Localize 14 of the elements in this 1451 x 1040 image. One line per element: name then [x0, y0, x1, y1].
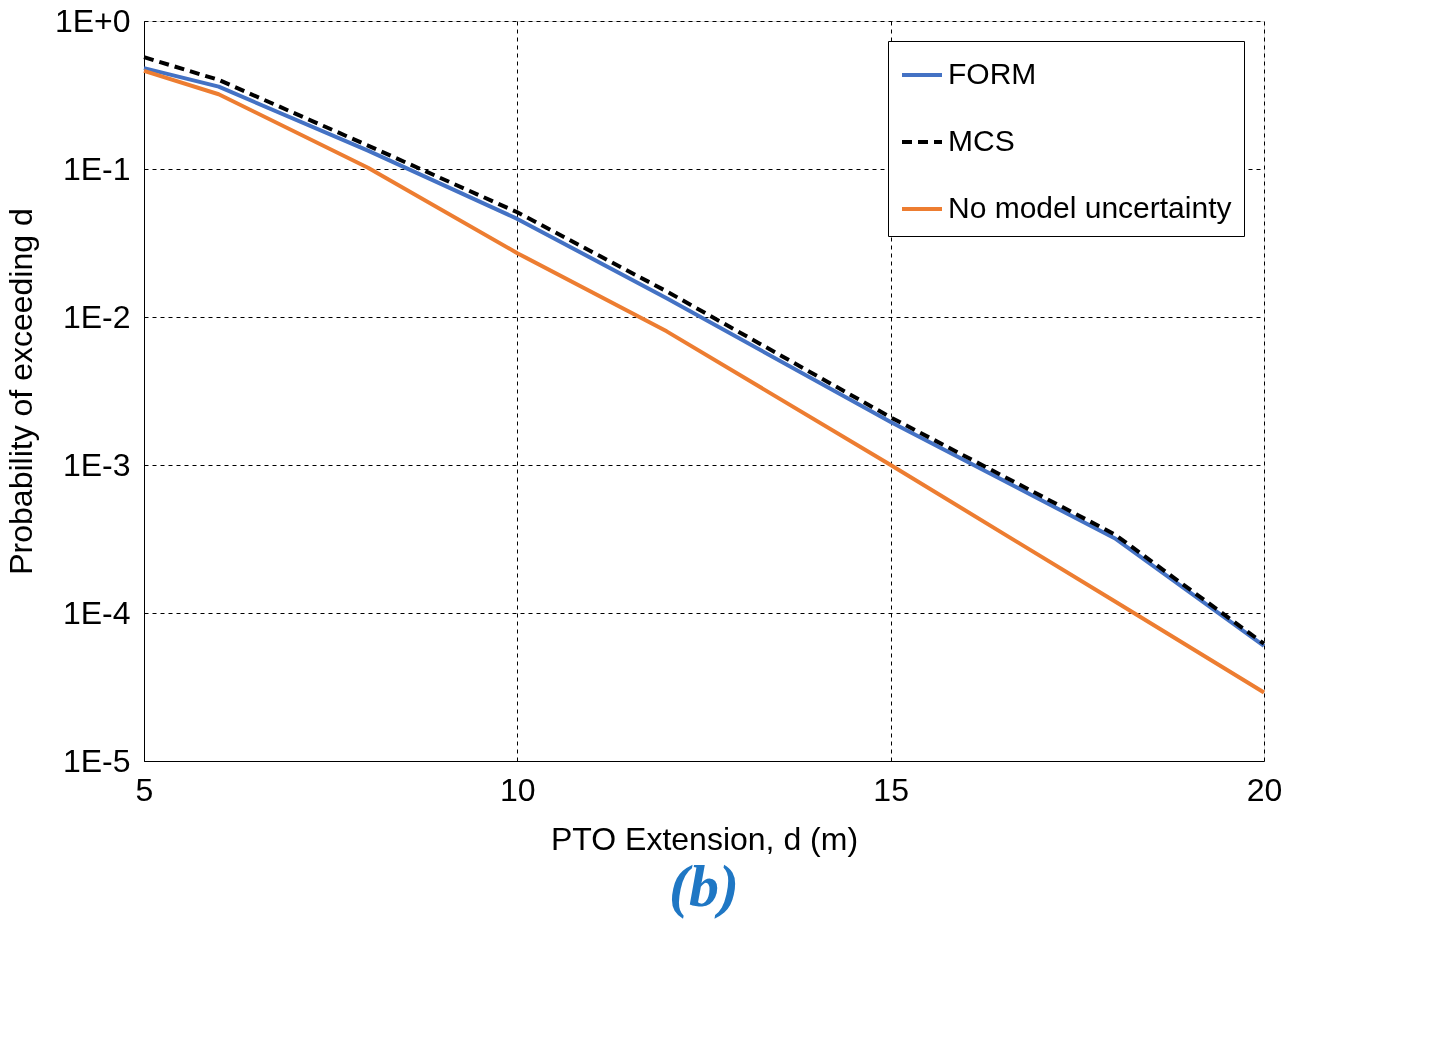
y-axis-title: Probability of exceeding d [2, 208, 39, 575]
legend-label: No model uncertainty [948, 191, 1232, 224]
y-tick-label: 1E-2 [62, 298, 131, 335]
y-tick-label: 1E-4 [62, 594, 131, 631]
y-tick-label: 1E-1 [62, 150, 131, 187]
x-tick-label: 15 [873, 771, 909, 808]
x-tick-label: 5 [135, 771, 154, 808]
legend-label: FORM [948, 57, 1037, 90]
y-tick-label: 1E-3 [62, 446, 131, 483]
y-tick-label: 1E+0 [54, 2, 131, 39]
y-tick-label: 1E-5 [62, 742, 131, 779]
x-tick-label: 20 [1246, 771, 1283, 808]
x-tick-label: 10 [500, 771, 536, 808]
legend-label: MCS [948, 124, 1015, 157]
